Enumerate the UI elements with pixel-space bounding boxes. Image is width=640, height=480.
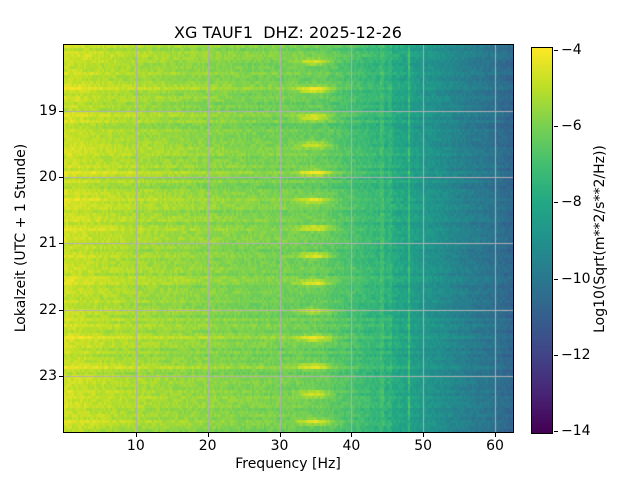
colorbar-tick-mark (554, 126, 558, 127)
colorbar-tick-label: −12 (561, 346, 591, 363)
x-tick-label: 30 (270, 438, 289, 454)
y-tick-mark (59, 310, 63, 311)
x-tick-mark (208, 433, 209, 437)
y-tick-label: 20 (39, 169, 57, 186)
x-tick-label: 20 (198, 438, 217, 454)
x-tick-mark (280, 433, 281, 437)
colorbar-tick-label: −6 (561, 118, 582, 135)
colorbar-tick-mark (554, 431, 558, 432)
x-tick-mark (351, 433, 352, 437)
x-tick-label: 60 (486, 438, 504, 454)
y-tick-label: 19 (39, 102, 57, 119)
colorbar-gradient (531, 47, 553, 434)
colorbar-label: Log10(Sqrt(m**2/s**2/Hz)) (592, 145, 608, 333)
colorbar-tick-mark (554, 202, 558, 203)
colorbar-tick-label: −10 (561, 270, 591, 287)
colorbar-tick-mark (554, 50, 558, 51)
y-tick-mark (59, 376, 63, 377)
x-tick-label: 40 (342, 438, 361, 454)
plot-title: XG TAUF1 DHZ: 2025-12-26 (174, 23, 402, 42)
x-tick-mark (136, 433, 137, 437)
colorbar-tick-mark (554, 355, 558, 356)
colorbar-tick-mark (554, 279, 558, 280)
y-tick-mark (59, 243, 63, 244)
y-tick-label: 21 (39, 235, 57, 252)
y-tick-label: 22 (39, 301, 57, 318)
y-tick-mark (59, 177, 63, 178)
x-tick-label: 50 (414, 438, 433, 454)
colorbar-tick-label: −14 (561, 423, 591, 439)
y-tick-label: 23 (39, 368, 57, 385)
y-tick-mark (59, 111, 63, 112)
x-tick-label: 10 (126, 438, 145, 454)
x-axis-label: Frequency [Hz] (235, 456, 341, 472)
colorbar-tick-label: −8 (561, 194, 582, 211)
x-tick-mark (495, 433, 496, 437)
spectrogram-heatmap (63, 44, 514, 433)
colorbar-tick-label: −4 (561, 42, 582, 58)
x-tick-mark (423, 433, 424, 437)
